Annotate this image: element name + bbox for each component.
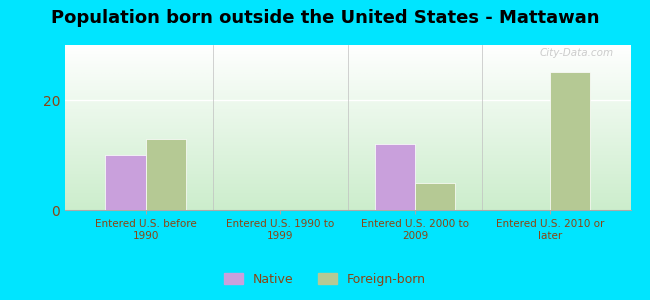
Bar — [105, 155, 146, 210]
Text: Population born outside the United States - Mattawan: Population born outside the United State… — [51, 9, 599, 27]
Legend: Native, Foreign-born: Native, Foreign-born — [219, 268, 431, 291]
Bar — [146, 139, 186, 210]
Bar — [415, 182, 456, 210]
Bar — [374, 144, 415, 210]
Bar — [550, 73, 590, 210]
Text: City-Data.com: City-Data.com — [540, 48, 614, 58]
